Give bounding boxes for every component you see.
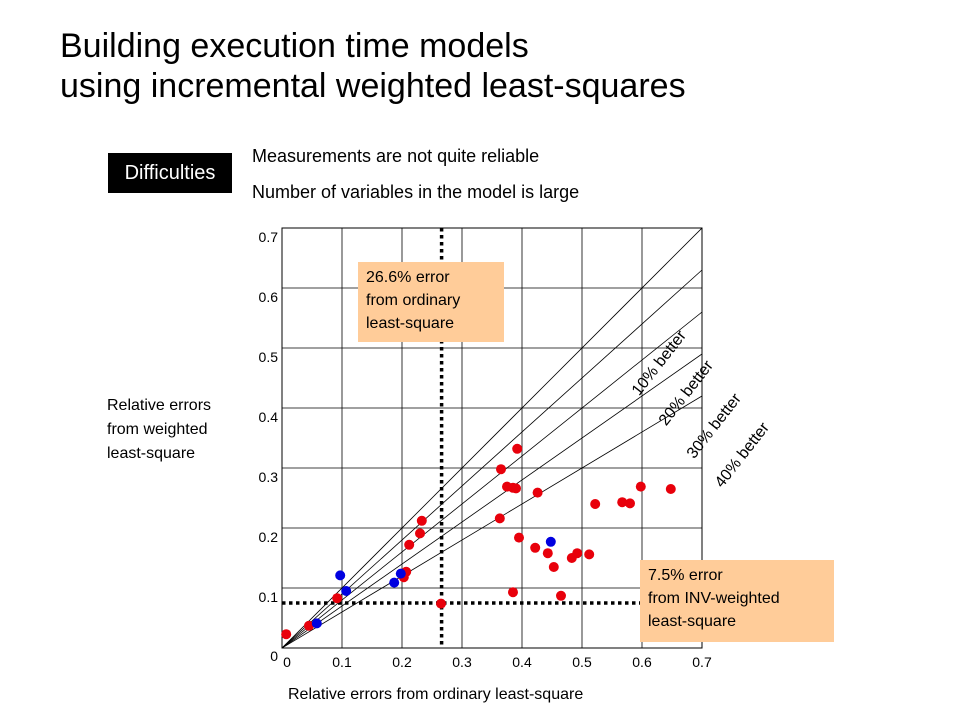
blue-data-point [545,536,556,547]
blue-data-point [395,568,406,579]
page-title: Building execution time models using inc… [60,26,686,106]
improvement-line [282,353,702,648]
x-tick-label: 0.4 [512,654,532,670]
red-data-point [415,528,425,539]
title-line-2: using incremental weighted least-squares [60,67,686,105]
x-tick-label: 0 [283,654,291,670]
red-data-point [332,593,343,604]
y-tick-label: 0.6 [259,289,279,305]
identity-line [282,228,702,648]
difficulty-note-1: Measurements are not quite reliable [252,146,540,166]
red-data-point [404,539,415,550]
plot-frame [281,227,703,649]
blue-data-point [341,586,352,596]
red-data-point [511,483,521,494]
red-data-point [496,464,506,475]
improvement-line [282,311,702,648]
y-tick-label: 0.2 [259,529,279,545]
red-data-point [512,443,523,454]
title-line-1: Building execution time models [60,27,529,65]
red-data-point [572,548,583,559]
blue-data-point [311,618,322,629]
y-tick-label: 0.4 [259,409,279,425]
blue-data-point [335,570,346,581]
red-data-point [617,497,628,508]
x-tick-label: 0.7 [692,654,712,670]
difficulties-badge: Difficulties [108,153,232,193]
y-tick-label: 0 [270,648,278,664]
x-tick-label: 0.1 [332,654,352,670]
y-tick-label: 0.7 [259,229,279,245]
red-data-point [542,548,553,559]
y-tick-label: 0.1 [259,589,279,605]
red-data-point [416,515,427,526]
red-data-point [281,629,292,640]
reference-lines [282,228,702,648]
y-axis-label: Relative errors from weighted least-squa… [107,397,212,462]
red-data-point [590,499,601,509]
red-data-point [304,620,314,631]
red-data-point [530,542,541,553]
red-data-point [584,549,595,560]
x-tick-label: 0.2 [392,654,412,670]
red-data-point [508,587,518,598]
red-data-point [436,598,446,609]
red-data-point [635,481,646,492]
improvement-line [282,269,702,648]
red-data-point [556,590,566,601]
red-data-point [532,487,543,498]
red-data-point [548,562,559,572]
difficulty-note-2: Number of variables in the model is larg… [252,182,580,202]
x-axis-label: Relative errors from ordinary least-squa… [288,686,584,703]
red-data-point [625,498,635,509]
improvement-line [282,395,702,648]
x-tick-label: 0.5 [572,654,592,670]
blue-data-point [389,577,400,588]
x-tick-label: 0.3 [452,654,472,670]
y-tick-label: 0.5 [259,349,279,365]
ols-error-callout: 26.6% error from ordinary least-square [358,262,504,342]
red-data-point [665,484,676,494]
x-tick-label: 0.6 [632,654,652,670]
inv-weighted-error-callout: 7.5% error from INV-weighted least-squar… [640,560,834,642]
red-data-point [514,532,524,543]
red-data-point [494,513,505,524]
y-tick-label: 0.3 [259,469,279,485]
